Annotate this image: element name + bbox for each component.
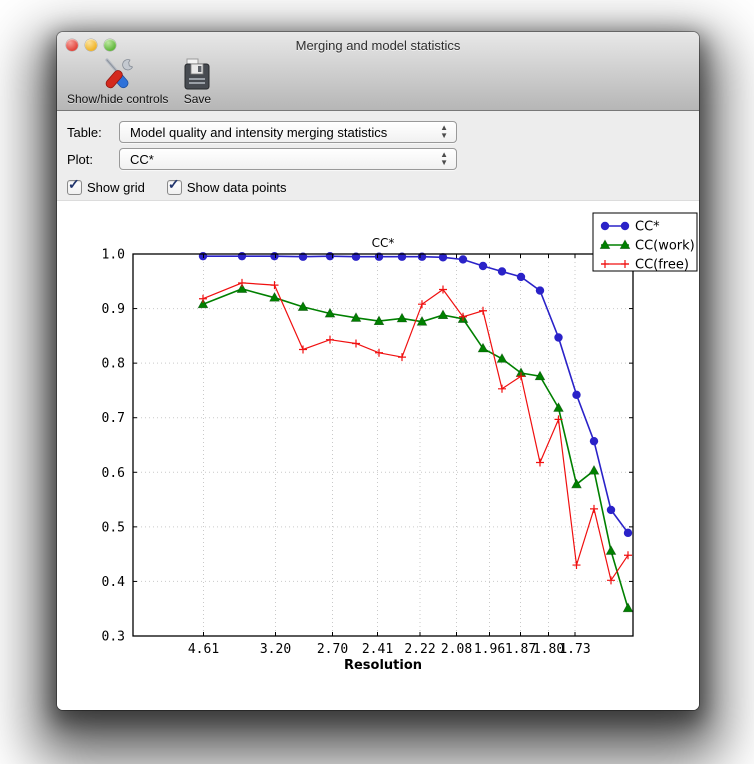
grid-lines (133, 253, 633, 637)
svg-text:0.5: 0.5 (102, 520, 125, 535)
svg-text:0.7: 0.7 (102, 411, 125, 426)
app-window: Merging and model statistics Show/hide c… (57, 32, 699, 710)
svg-text:0.6: 0.6 (102, 466, 125, 481)
svg-text:1.80: 1.80 (533, 642, 564, 657)
checkbox-label: Show data points (186, 179, 287, 195)
series-CC(work) (197, 283, 634, 613)
svg-text:CC(work): CC(work) (635, 239, 695, 254)
checkmark-icon: ✓ (167, 175, 180, 192)
svg-text:0.8: 0.8 (102, 357, 125, 372)
toolbar-button-label: Show/hide controls (67, 92, 169, 106)
svg-text:1.87: 1.87 (505, 642, 536, 657)
svg-text:2.22: 2.22 (404, 642, 435, 657)
toolbar: Show/hide controls Save (57, 58, 699, 110)
svg-text:CC(free): CC(free) (635, 258, 689, 273)
traffic-lights (66, 39, 116, 51)
x-axis-label: Resolution (344, 658, 422, 673)
checkbox-box: ✓ (67, 176, 82, 195)
stepper-arrows-icon: ▲ ▼ (440, 123, 448, 140)
table-select-value: Model quality and intensity merging stat… (130, 124, 388, 140)
svg-text:3.20: 3.20 (260, 642, 291, 657)
svg-text:2.08: 2.08 (441, 642, 472, 657)
titlebar[interactable]: Merging and model statistics (57, 32, 699, 58)
svg-text:2.41: 2.41 (362, 642, 393, 657)
window-chrome: Merging and model statistics Show/hide c… (57, 32, 699, 111)
checkmark-icon: ✓ (68, 175, 80, 192)
tools-icon (104, 58, 133, 89)
minimize-button[interactable] (85, 39, 97, 51)
show-hide-controls-button[interactable]: Show/hide controls (67, 57, 168, 106)
zoom-button[interactable] (104, 39, 116, 51)
axis-labels: 0.3 0.4 0.5 0.6 0.7 0.8 0.9 1.0 4.61 3.20 2.70 2.41… (102, 236, 591, 673)
window-title: Merging and model statistics (295, 38, 461, 53)
plot-select-value: CC* (130, 151, 154, 167)
svg-text:4.61: 4.61 (188, 642, 219, 657)
plot-frame (132, 253, 634, 637)
controls-panel: Table: Model quality and intensity mergi… (57, 111, 699, 201)
svg-text:0.4: 0.4 (102, 575, 126, 590)
save-button[interactable]: Save (182, 57, 212, 106)
chart: 0.3 0.4 0.5 0.6 0.7 0.8 0.9 1.0 4.61 3.20 2.70 2.41… (102, 212, 698, 673)
svg-text:0.3: 0.3 (102, 630, 125, 645)
svg-text:1.0: 1.0 (102, 248, 125, 263)
checkbox-box: ✓ (166, 176, 182, 195)
checkbox-label: Show grid (87, 179, 145, 195)
save-icon (184, 58, 210, 90)
series-CC* (198, 251, 633, 538)
table-label: Table: (67, 124, 102, 140)
table-select[interactable]: Model quality and intensity merging stat… (119, 121, 457, 143)
chart-panel: 0.3 0.4 0.5 0.6 0.7 0.8 0.9 1.0 4.61 3.20 2.70 2.41… (57, 201, 699, 710)
svg-text:0.9: 0.9 (102, 302, 125, 317)
legend: CC* CC(work) CC(free) (592, 212, 698, 273)
svg-text:1.96: 1.96 (474, 642, 505, 657)
stepper-arrows-icon: ▲ ▼ (440, 150, 448, 167)
chart-title: CC* (372, 236, 395, 250)
show-data-points-checkbox[interactable]: ✓ Show data points (166, 176, 287, 195)
svg-text:2.70: 2.70 (317, 642, 348, 657)
svg-text:1.73: 1.73 (559, 642, 590, 657)
plot-label: Plot: (67, 151, 94, 167)
series-CC(free) (199, 278, 632, 585)
svg-text:CC*: CC* (635, 220, 660, 235)
axis-ticks (133, 253, 633, 637)
show-grid-checkbox[interactable]: ✓ Show grid (67, 176, 145, 195)
plot-select[interactable]: CC* ▲ ▼ (119, 148, 457, 170)
close-button[interactable] (66, 39, 78, 51)
toolbar-button-label: Save (183, 92, 212, 106)
